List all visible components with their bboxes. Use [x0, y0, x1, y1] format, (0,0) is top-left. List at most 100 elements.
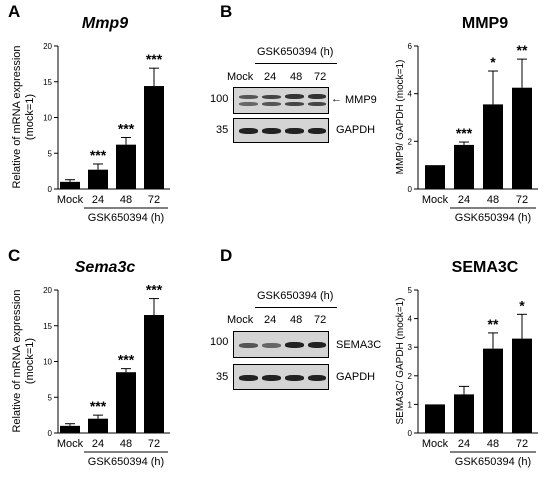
bar [512, 338, 532, 433]
y-tick-label: 4 [408, 90, 413, 99]
x-tick-label: 72 [516, 194, 528, 206]
bar [88, 418, 108, 433]
x-tick-label: 24 [92, 194, 104, 206]
blot-band [262, 343, 281, 348]
blot-lane-label: Mock [227, 71, 254, 83]
blot-band [262, 102, 281, 106]
significance-marker: ** [517, 42, 528, 58]
y-axis-label: Relative of mRNA expression [11, 45, 23, 188]
bar [116, 372, 136, 433]
x-tick-label: Mock [57, 194, 84, 206]
blot-target-membrane [233, 87, 329, 114]
blot-lane-label: 48 [290, 71, 303, 83]
bar [88, 169, 108, 189]
x-tick-label: 48 [120, 194, 132, 206]
blot-band [239, 102, 258, 106]
y-axis-label: MMP9/ GAPDH (mock=1) [395, 60, 406, 175]
blot-target-label: MMP9 [345, 94, 377, 106]
y-tick-label: 15 [43, 322, 52, 331]
blot-band [285, 342, 304, 348]
blot-band [262, 128, 281, 134]
y-tick-label: 4 [408, 315, 413, 324]
y-tick-label: 0 [408, 185, 413, 194]
y-tick-label: 1 [408, 400, 413, 409]
significance-marker: *** [90, 398, 107, 414]
blot-lane-label: 24 [264, 71, 277, 83]
blot-marker-100: 100 [210, 336, 229, 348]
y-tick-label: 10 [43, 358, 52, 367]
significance-marker: *** [90, 147, 107, 163]
bar [483, 104, 503, 189]
blot-target-label: SEMA3C [336, 339, 382, 351]
significance-marker: *** [456, 125, 473, 141]
bar [425, 165, 445, 189]
blot-lane-label: 24 [264, 314, 277, 326]
blot-band [285, 94, 304, 99]
bar [60, 425, 80, 433]
blot-band [262, 95, 281, 99]
blot-lane-label: 48 [290, 314, 303, 326]
y-tick-label: 20 [43, 286, 52, 295]
y-tick-label: 15 [43, 78, 52, 87]
significance-marker: *** [146, 51, 163, 67]
blot-treatment-line [255, 63, 337, 64]
x-axis-label: GSK650394 (h) [88, 456, 164, 468]
blot-band [308, 375, 326, 381]
x-tick-label: Mock [422, 194, 449, 206]
y-axis-label: Relative of mRNA expression [11, 289, 23, 432]
x-axis-label: GSK650394 (h) [455, 212, 531, 224]
blot-target-arrow: ← [331, 93, 342, 105]
x-tick-label: 72 [516, 438, 528, 450]
blot-marker-35: 35 [216, 371, 229, 383]
bar [116, 144, 136, 189]
blot-band [308, 102, 326, 106]
x-tick-label: 72 [148, 194, 160, 206]
y-tick-label: 20 [43, 42, 52, 51]
blot-band [239, 95, 258, 99]
panel-letter-b: B [220, 2, 233, 21]
x-tick-label: 24 [458, 194, 470, 206]
panel-letter-a: A [8, 2, 21, 21]
x-axis-label: GSK650394 (h) [455, 456, 531, 468]
x-tick-label: Mock [422, 438, 449, 450]
blot-band [239, 375, 258, 381]
bar [144, 315, 164, 433]
blot-band [239, 343, 258, 348]
x-tick-label: 48 [487, 438, 499, 450]
chart-title: Mmp9 [82, 15, 128, 32]
y-tick-label: 5 [48, 393, 53, 402]
y-tick-label: 6 [408, 42, 413, 51]
significance-marker: * [490, 54, 496, 70]
blot-marker-35: 35 [216, 124, 229, 136]
blot-band [262, 375, 281, 381]
y-tick-label: 10 [43, 114, 52, 123]
significance-marker: ** [488, 316, 499, 332]
blot-treatment-line [255, 307, 337, 308]
y-axis-label-unit: (mock=1) [24, 94, 36, 140]
blot-band [239, 128, 258, 134]
y-tick-label: 2 [408, 137, 413, 146]
chart-title: SEMA3C [452, 259, 519, 276]
y-tick-label: 5 [408, 286, 413, 295]
x-tick-label: 48 [120, 438, 132, 450]
blot-band [285, 375, 304, 381]
blot-loading-membrane [233, 118, 329, 143]
blot-band [308, 342, 326, 348]
blot-band [308, 128, 326, 134]
y-axis-label: SEMA3C/ GAPDH (mock=1) [395, 298, 406, 425]
significance-marker: *** [118, 352, 135, 368]
x-tick-label: 24 [458, 438, 470, 450]
blot-band [285, 102, 304, 106]
blot-marker-100: 100 [210, 93, 229, 105]
y-axis-label-unit: (mock=1) [24, 338, 36, 384]
blot-lane-label: Mock [227, 314, 254, 326]
chart-title: Sema3c [75, 259, 136, 276]
significance-marker: *** [118, 121, 135, 137]
x-axis-label: GSK650394 (h) [88, 212, 164, 224]
significance-marker: * [519, 297, 525, 313]
chart-title: MMP9 [462, 15, 508, 32]
blot-band [308, 94, 326, 99]
blot-band [285, 128, 304, 134]
blot-target-membrane [233, 331, 329, 358]
